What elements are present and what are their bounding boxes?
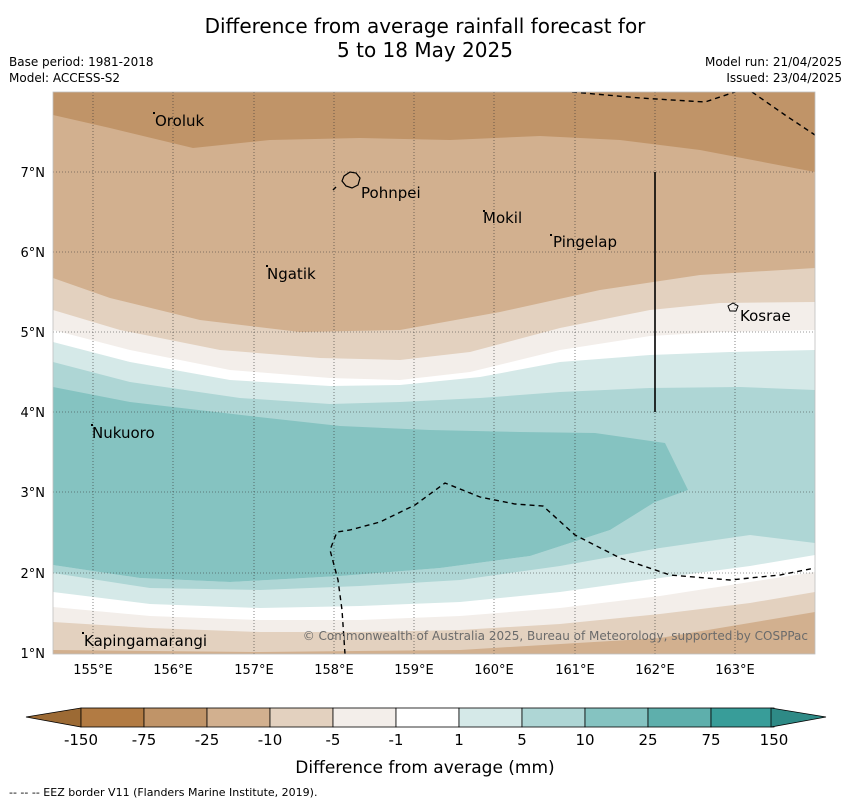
lat-tick-2n: 2°N: [21, 567, 46, 582]
lon-tick-161e: 161°E: [555, 663, 595, 678]
colorbar-tick-label: 5: [517, 731, 527, 749]
lat-tick-7n: 7°N: [21, 166, 46, 181]
band-plus-5: [53, 362, 815, 654]
base-period-label: Base period: 1981-2018: [9, 55, 154, 69]
colorbar-swatch: [332, 707, 397, 728]
colorbar-extend-low: [25, 707, 82, 728]
colorbar-swatches: [80, 707, 775, 728]
band-minus-10: [53, 268, 815, 654]
map-area: Oroluk Pohnpei Mokil Pingelap Ngatik Kos…: [53, 92, 815, 654]
band-south-minus-25: [53, 612, 815, 654]
copyright-note: © Commonwealth of Australia 2025, Bureau…: [303, 629, 808, 643]
colorbar-tick-label: -5: [326, 731, 341, 749]
place-label-ngatik: Ngatik: [267, 265, 316, 283]
lon-tick-162e: 162°E: [635, 663, 675, 678]
band-minus-25: [53, 115, 815, 654]
eez-borders: [329, 92, 815, 654]
lat-tick-4n: 4°N: [21, 406, 46, 421]
model-label: Model: ACCESS-S2: [9, 71, 121, 85]
eez-footnote: -- -- -- EEZ border V11 (Flanders Marine…: [9, 786, 318, 799]
colorbar-tick-label: -150: [64, 731, 98, 749]
colorbar-swatch: [206, 707, 271, 728]
lat-tick-6n: 6°N: [21, 246, 46, 261]
place-label-pohnpei: Pohnpei: [361, 184, 421, 202]
place-label-kapingamarangi: Kapingamarangi: [84, 632, 207, 650]
place-label-kosrae: Kosrae: [740, 307, 791, 325]
chart-title-line-1: Difference from average rainfall forecas…: [204, 14, 646, 38]
map-frame: [52, 91, 816, 655]
band-south-plus-5: [53, 475, 815, 654]
colorbar-tick-label: 150: [760, 731, 789, 749]
lon-tick-160e: 160°E: [474, 663, 514, 678]
colorbar-tick-label: 25: [638, 731, 657, 749]
colorbar-tick-label: 10: [575, 731, 594, 749]
lon-tick-156e: 156°E: [153, 663, 193, 678]
colorbar-swatch: [458, 707, 523, 728]
model-run-label: Model run: 21/04/2025: [704, 55, 842, 69]
colorbar-label: Difference from average (mm): [295, 758, 554, 778]
place-label-oroluk: Oroluk: [155, 112, 204, 130]
graticule: [53, 92, 815, 654]
colorbar-tick-label: -75: [132, 731, 157, 749]
colorbar-extend-high: [770, 707, 827, 728]
lon-tick-157e: 157°E: [234, 663, 274, 678]
lon-tick-163e: 163°E: [715, 663, 755, 678]
band-minus-75: [53, 92, 815, 654]
colorbar-tick-label: -10: [258, 731, 283, 749]
band-south-minus-10: [53, 592, 815, 654]
lat-tick-3n: 3°N: [21, 486, 46, 501]
band-south-minus-5: [53, 572, 815, 654]
band-plus-1: [53, 342, 815, 654]
band-minus-1: [53, 330, 815, 654]
colorbar: -150 -75 -25 -10 -5 -1 1 5 10 25 75 150 Difference …: [25, 707, 827, 778]
lat-tick-1n: 1°N: [21, 647, 46, 662]
lat-tick-5n: 5°N: [21, 326, 46, 341]
band-minus-5: [53, 302, 815, 654]
place-label-nukuoro: Nukuoro: [92, 424, 155, 442]
colorbar-swatch: [269, 707, 334, 728]
colorbar-swatch: [710, 707, 775, 728]
kosrae-island-icon: [727, 302, 739, 312]
colorbar-tick-label: 1: [454, 731, 464, 749]
colorbar-ticks: -150 -75 -25 -10 -5 -1 1 5 10 25 75 150: [64, 731, 788, 749]
colorbar-swatch: [80, 707, 145, 728]
colorbar-swatch: [395, 707, 460, 728]
colorbar-tick-label: -1: [389, 731, 404, 749]
place-label-mokil: Mokil: [483, 209, 522, 227]
lon-tick-155e: 155°E: [73, 663, 113, 678]
colorbar-swatch: [584, 707, 649, 728]
place-label-pingelap: Pingelap: [553, 233, 617, 251]
pohnpei-island-icon: [341, 171, 361, 189]
colorbar-swatch: [647, 707, 712, 728]
lon-tick-159e: 159°E: [394, 663, 434, 678]
band-south-minus-1: [53, 555, 815, 654]
colorbar-tick-label: -25: [195, 731, 220, 749]
band-plus-10: [53, 387, 688, 582]
band-south-plus-1: [53, 535, 815, 654]
colorbar-swatch: [521, 707, 586, 728]
small-island-marks: [82, 112, 552, 634]
lon-tick-158e: 158°E: [314, 663, 354, 678]
issued-label: Issued: 23/04/2025: [726, 71, 842, 85]
colorbar-tick-label: 75: [701, 731, 720, 749]
chart-title-line-2: 5 to 18 May 2025: [337, 38, 513, 62]
colorbar-swatch: [143, 707, 208, 728]
